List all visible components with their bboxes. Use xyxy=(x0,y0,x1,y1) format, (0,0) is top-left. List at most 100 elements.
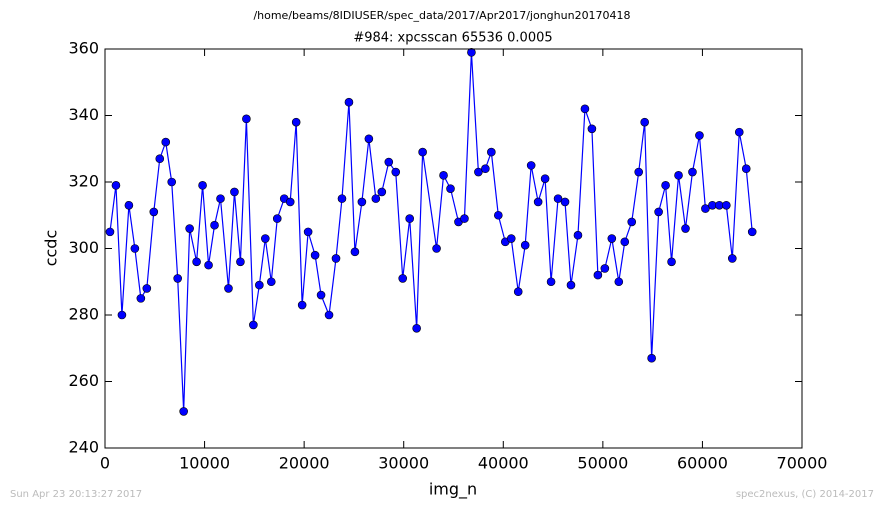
data-point xyxy=(467,48,476,57)
data-point xyxy=(667,257,676,267)
data-point xyxy=(520,240,530,250)
data-point xyxy=(412,323,421,333)
data-point xyxy=(432,244,441,253)
data-point xyxy=(261,234,270,243)
data-point xyxy=(124,200,134,210)
data-point xyxy=(494,210,503,220)
data-point xyxy=(198,181,207,190)
data-point xyxy=(627,217,637,227)
data-point xyxy=(357,197,367,207)
data-point xyxy=(216,194,225,203)
data-point xyxy=(224,284,233,293)
data-point xyxy=(377,187,387,197)
data-point xyxy=(533,197,543,207)
data-point xyxy=(364,134,374,144)
data-point xyxy=(661,181,670,190)
x-tick-label: 0 xyxy=(100,454,110,473)
data-point xyxy=(747,227,757,237)
data-point xyxy=(446,184,455,193)
data-point xyxy=(117,310,127,320)
data-point xyxy=(179,407,188,416)
y-tick-label: 340 xyxy=(68,105,99,124)
data-point xyxy=(391,167,401,177)
data-point xyxy=(337,194,347,203)
data-point xyxy=(688,167,697,177)
data-point xyxy=(654,207,663,217)
x-tick-label: 40000 xyxy=(478,454,529,473)
y-tick-label: 360 xyxy=(68,39,99,58)
data-point xyxy=(681,224,690,233)
x-axis-label: img_n xyxy=(429,480,477,500)
data-point xyxy=(371,194,381,203)
data-point xyxy=(310,250,320,260)
data-point xyxy=(344,97,354,107)
data-point xyxy=(474,167,483,177)
data-point xyxy=(634,167,644,177)
data-point xyxy=(149,207,159,217)
data-point xyxy=(161,137,171,147)
chart-title: #984: xpcsscan 65536 0.0005 xyxy=(353,31,552,46)
data-point xyxy=(546,277,556,287)
data-point xyxy=(418,147,427,157)
data-point xyxy=(173,274,182,283)
data-point xyxy=(297,300,307,310)
data-line xyxy=(109,52,753,412)
data-point xyxy=(303,227,313,237)
data-point xyxy=(573,230,583,240)
x-tick-label: 60000 xyxy=(677,454,728,473)
data-point xyxy=(460,214,469,223)
x-tick-label: 50000 xyxy=(577,454,628,473)
x-tick-label: 30000 xyxy=(378,454,429,473)
y-axis-label: ccdc xyxy=(42,230,61,267)
data-point xyxy=(285,197,295,207)
data-point xyxy=(607,234,617,243)
data-point xyxy=(266,277,276,287)
data-point xyxy=(249,320,258,330)
suptitle: /home/beams/8IDIUSER/spec_data/2017/Apr2… xyxy=(253,9,630,22)
y-tick-label: 300 xyxy=(68,238,99,257)
data-point xyxy=(204,260,213,270)
data-point xyxy=(398,274,408,283)
y-tick-label: 320 xyxy=(68,172,99,191)
data-point xyxy=(540,174,550,183)
data-point xyxy=(481,164,490,173)
data-point xyxy=(640,117,649,127)
data-point xyxy=(255,280,264,290)
data-point xyxy=(560,197,570,207)
data-point xyxy=(350,247,360,257)
data-point xyxy=(513,287,523,297)
data-point xyxy=(553,194,563,203)
data-point xyxy=(620,237,630,247)
data-point xyxy=(439,171,448,180)
data-point xyxy=(526,161,536,170)
data-point xyxy=(600,264,610,273)
data-point xyxy=(587,124,597,134)
data-point xyxy=(236,257,245,267)
data-point xyxy=(272,214,282,223)
data-point xyxy=(593,270,603,280)
data-point xyxy=(167,177,177,187)
footer-right: spec2nexus, (C) 2014-2017 xyxy=(736,489,874,500)
data-point xyxy=(384,157,394,167)
data-point xyxy=(580,104,590,114)
data-point xyxy=(324,310,334,320)
data-point xyxy=(130,244,140,253)
data-point xyxy=(136,294,146,303)
data-point xyxy=(291,117,301,127)
data-point xyxy=(701,204,710,213)
data-point xyxy=(727,254,737,263)
x-tick-label: 70000 xyxy=(777,454,828,473)
data-point xyxy=(674,171,683,180)
data-point xyxy=(111,181,121,190)
x-tick-label: 10000 xyxy=(179,454,230,473)
data-point xyxy=(734,127,744,137)
data-point xyxy=(242,114,251,124)
x-tick-label: 20000 xyxy=(279,454,330,473)
data-point xyxy=(566,280,576,290)
data-point xyxy=(487,147,496,157)
data-point xyxy=(647,353,656,363)
data-point xyxy=(331,254,341,263)
plot-frame xyxy=(104,48,803,449)
